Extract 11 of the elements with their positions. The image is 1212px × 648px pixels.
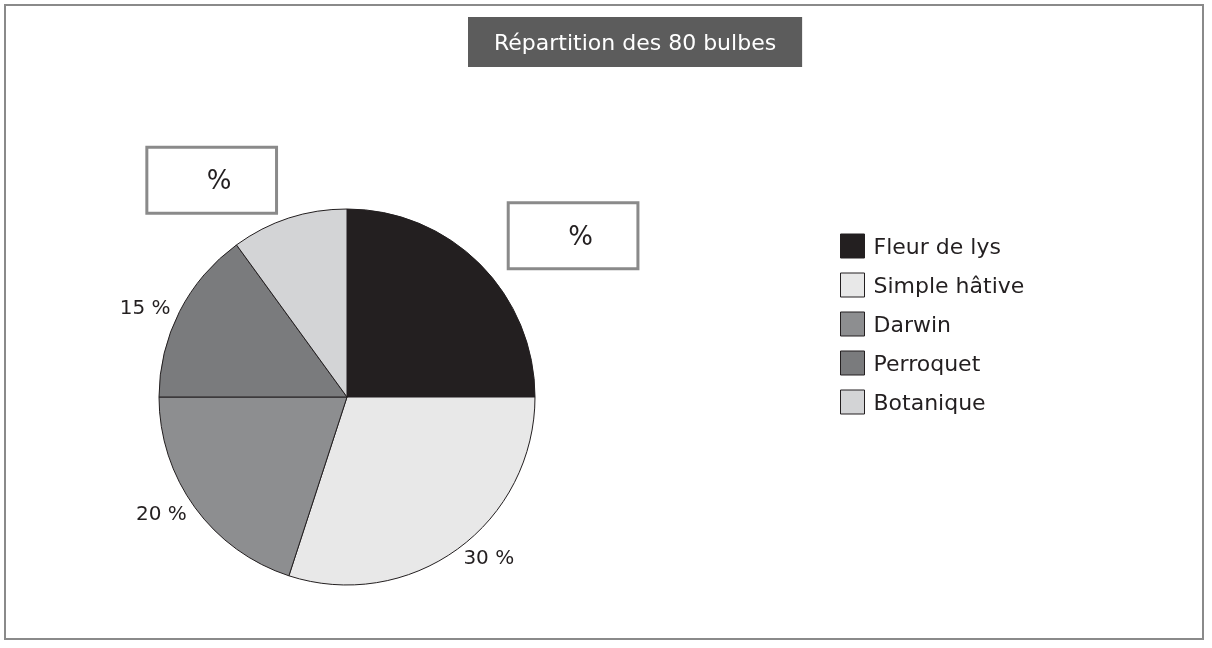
chart-title: Répartition des 80 bulbes [494,29,777,55]
data-label: 15 % [119,295,171,320]
data-label: % [206,165,232,196]
data-label: 20 % [136,501,187,526]
legend-label: Simple hâtive [873,272,1025,298]
legend-label: Darwin [873,311,952,337]
legend-label: Perroquet [873,350,981,376]
data-label: 30 % [463,545,515,570]
legend-label: Fleur de lys [873,233,1001,259]
legend-label: Botanique [873,389,986,415]
data-label: % [568,220,593,251]
